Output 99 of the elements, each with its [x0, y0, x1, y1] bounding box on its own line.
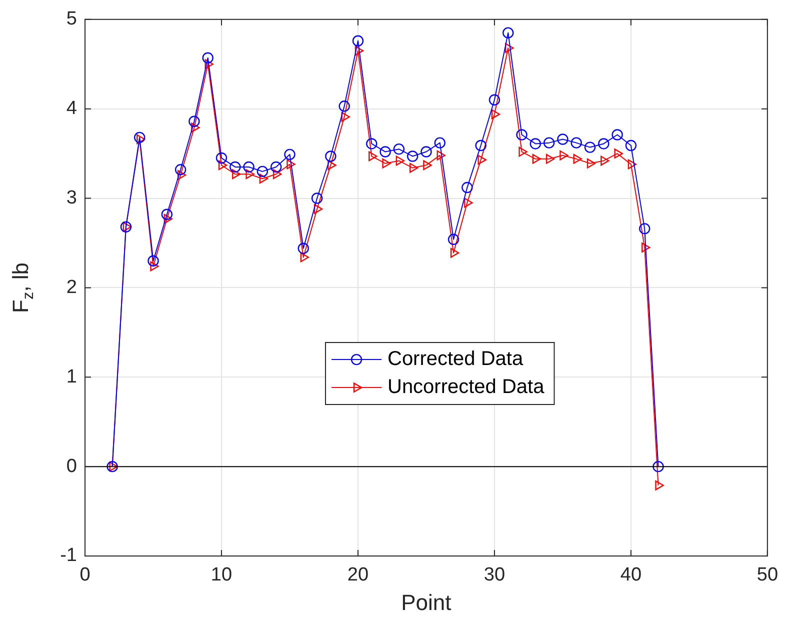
- point: [300, 252, 309, 262]
- point: [368, 151, 378, 162]
- point: [177, 170, 186, 180]
- point: [341, 112, 350, 122]
- legend-label: Corrected Data: [387, 348, 524, 370]
- point: [325, 150, 336, 162]
- point: [202, 52, 214, 64]
- point: [106, 460, 118, 472]
- y-tick-label: -1: [60, 545, 77, 566]
- point: [598, 138, 610, 150]
- point: [122, 222, 132, 232]
- point: [109, 462, 118, 472]
- y-tick-label: 1: [66, 366, 77, 388]
- point: [338, 100, 350, 112]
- point: [352, 35, 364, 46]
- point: [612, 129, 623, 140]
- point: [396, 156, 405, 166]
- x-axis-title: Point: [401, 590, 452, 616]
- point: [246, 169, 254, 180]
- point: [393, 143, 405, 155]
- point: [516, 129, 528, 140]
- point: [570, 137, 582, 148]
- point: [423, 160, 432, 170]
- point: [243, 161, 254, 173]
- point: [652, 460, 664, 472]
- point: [436, 150, 446, 160]
- point: [406, 150, 418, 162]
- point: [120, 221, 132, 232]
- point: [628, 159, 637, 170]
- point: [543, 137, 555, 148]
- point: [491, 109, 500, 120]
- point: [655, 480, 664, 490]
- point: [259, 174, 268, 184]
- point: [488, 94, 500, 106]
- point: [284, 148, 296, 160]
- y-tick-label: 5: [66, 8, 77, 30]
- point: [530, 138, 542, 150]
- point: [475, 140, 486, 152]
- point: [600, 156, 610, 166]
- point: [560, 150, 568, 160]
- point: [174, 164, 186, 176]
- point: [641, 242, 650, 252]
- point: [161, 208, 172, 220]
- point: [232, 169, 241, 180]
- point: [286, 159, 296, 170]
- y-axis-title: Fz, lb: [8, 262, 37, 313]
- point: [150, 261, 159, 272]
- x-tick-label: 40: [620, 564, 642, 586]
- y-tick-label: 0: [66, 456, 77, 477]
- point: [502, 27, 514, 38]
- point: [546, 154, 555, 164]
- x-tick-label: 50: [756, 564, 778, 586]
- point: [557, 134, 568, 145]
- point: [191, 122, 200, 133]
- point: [256, 166, 268, 178]
- point: [230, 161, 241, 173]
- x-tick-label: 10: [210, 564, 232, 586]
- point: [134, 132, 146, 144]
- point: [638, 223, 650, 234]
- point: [270, 161, 282, 173]
- point: [518, 146, 528, 157]
- point: [462, 182, 473, 194]
- point: [204, 59, 214, 70]
- point: [409, 162, 418, 173]
- x-tick-label: 0: [80, 564, 90, 586]
- point: [218, 160, 228, 170]
- point: [354, 46, 364, 56]
- point: [625, 140, 637, 152]
- y-tick-label: 4: [66, 98, 78, 120]
- point: [573, 154, 582, 164]
- point: [532, 154, 542, 164]
- y-tick-label: 2: [66, 276, 77, 298]
- point: [188, 116, 200, 127]
- point: [584, 142, 596, 153]
- point: [382, 158, 391, 168]
- point: [448, 234, 460, 246]
- point: [366, 138, 378, 150]
- point: [272, 169, 282, 180]
- point: [148, 255, 159, 266]
- point: [450, 248, 460, 258]
- point: [314, 204, 323, 214]
- point: [311, 192, 323, 204]
- point: [136, 134, 146, 144]
- point: [420, 146, 432, 158]
- point: [464, 198, 473, 208]
- point: [328, 160, 336, 170]
- point: [478, 154, 486, 165]
- point: [164, 214, 172, 224]
- point: [216, 152, 228, 164]
- point: [614, 148, 623, 158]
- legend-label: Uncorrected Data: [387, 376, 546, 398]
- point: [298, 242, 309, 254]
- point: [380, 146, 391, 158]
- point: [586, 158, 596, 168]
- x-tick-label: 30: [484, 564, 506, 586]
- y-tick-label: 3: [66, 188, 77, 208]
- x-tick-label: 20: [347, 564, 369, 586]
- point: [505, 43, 514, 53]
- point: [434, 137, 446, 148]
